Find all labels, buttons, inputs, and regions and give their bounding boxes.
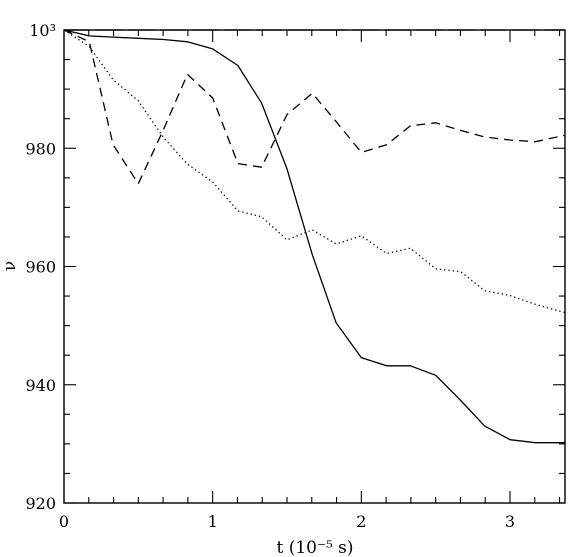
series-line-solid [63, 29, 565, 444]
plot-frame [63, 29, 566, 504]
x-tick-label: 0 [59, 512, 69, 531]
y-tick-label: 960 [25, 258, 56, 277]
tick-layer [63, 29, 565, 504]
x-axis-title: t (10⁻⁵ s) [276, 538, 353, 557]
y-tick-label: 980 [25, 139, 56, 158]
series-line-dotted [63, 29, 566, 314]
series-layer [63, 29, 566, 444]
y-tick-label: 940 [25, 376, 56, 395]
label-layer: 0 1 2 3 920 940 960 980 10³ [25, 21, 515, 531]
y-axis-title: ν [0, 261, 20, 271]
series-line-dashed [63, 29, 566, 185]
y-tick-label: 920 [25, 494, 56, 513]
y-tick-label: 10³ [29, 21, 56, 40]
x-tick-label: 1 [208, 512, 218, 531]
x-tick-label: 3 [505, 512, 515, 531]
x-tick-label: 2 [356, 512, 366, 531]
